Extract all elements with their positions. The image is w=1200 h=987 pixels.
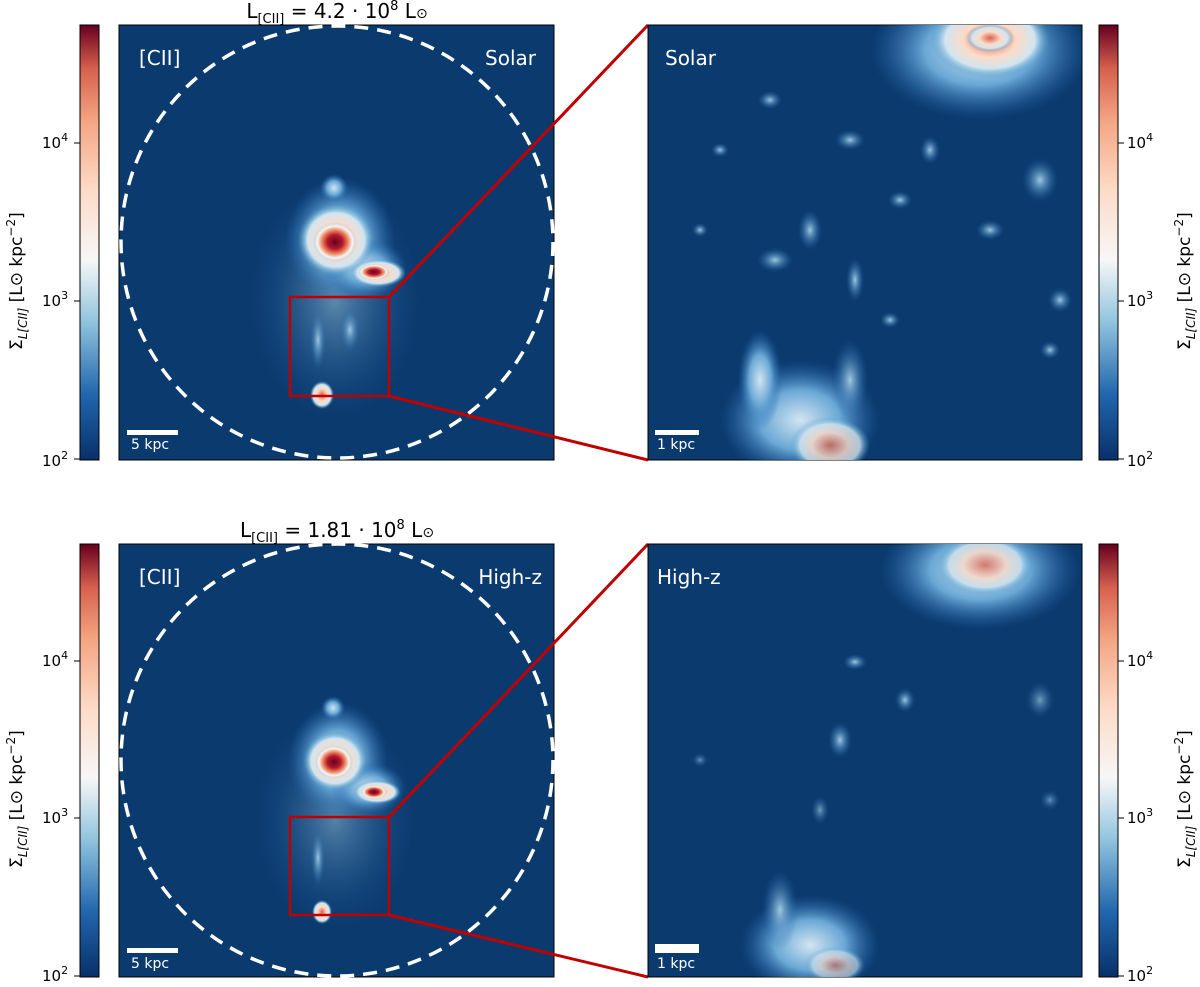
row-1: 104 103 102 ΣL[CII] [L⊙ kpc−2] L[CII] = … [4,0,1198,470]
panel-title: L[CII] = 1.81 · 108 L⊙ [240,518,434,546]
scale-bar [655,944,699,953]
cb-tick-label: 103 [1127,289,1153,310]
model-label: Solar [665,46,717,70]
aperture-circle [119,24,555,460]
zoom-connector [388,913,649,979]
species-label: [CII] [139,565,180,589]
colorbar-axis-label: ΣL[CII] [L⊙ kpc−2] [4,730,30,868]
colorbar-left-2: 104 103 102 ΣL[CII] [L⊙ kpc−2] [4,543,100,985]
map-zoom-1: Solar 1 kpc [647,24,1083,461]
colorbar-axis-label: ΣL[CII] [L⊙ kpc−2] [4,212,30,350]
map-zoom-2: High-z 1 kpc [647,543,1083,978]
model-label: High-z [478,565,542,589]
cb-tick-label: 102 [42,449,68,470]
cb-tick-label: 103 [42,806,68,827]
scale-bar-label: 1 kpc [657,956,695,972]
model-label: Solar [485,46,537,70]
zoom-box [288,295,391,398]
zoom-connector [387,542,650,819]
colorbar-axis-label: ΣL[CII] [L⊙ kpc−2] [1172,212,1198,350]
panel-title: L[CII] = 4.2 · 108 L⊙ [246,0,427,27]
scale-bar-label: 1 kpc [657,437,695,453]
cb-tick-label: 104 [42,131,68,152]
cb-tick-label: 104 [42,649,68,670]
model-label: High-z [657,565,721,589]
cb-tick-label: 102 [42,964,68,985]
cb-tick-label: 102 [1127,964,1153,985]
colorbar-axis-label: ΣL[CII] [L⊙ kpc−2] [1172,730,1198,868]
cb-tick-label: 104 [1127,649,1153,670]
map-left-2: [CII] High-z 5 kpc [118,542,555,978]
scale-bar-label: 5 kpc [131,437,169,453]
cb-tick-label: 102 [1127,449,1153,470]
zoom-connector [388,394,649,462]
scale-bar [655,430,699,435]
colorbar-right-1: 104 103 102 ΣL[CII] [L⊙ kpc−2] [1098,24,1198,470]
colorbar-right-2: 104 103 102 ΣL[CII] [L⊙ kpc−2] [1098,543,1198,985]
zoom-box [288,815,391,917]
scale-bar [127,430,178,435]
scale-bar [127,948,178,953]
zoom-connector [387,23,650,299]
colorbar-left-1: 104 103 102 ΣL[CII] [L⊙ kpc−2] [4,24,100,470]
cb-tick-label: 103 [42,289,68,310]
cb-tick-label: 103 [1127,806,1153,827]
map-left-1: [CII] Solar 5 kpc [118,24,555,461]
aperture-circle [119,542,555,978]
species-label: [CII] [139,46,180,70]
row-2: 104 103 102 ΣL[CII] [L⊙ kpc−2] L[CII] = … [4,518,1198,985]
scale-bar-label: 5 kpc [131,956,169,972]
cb-tick-label: 104 [1127,131,1153,152]
